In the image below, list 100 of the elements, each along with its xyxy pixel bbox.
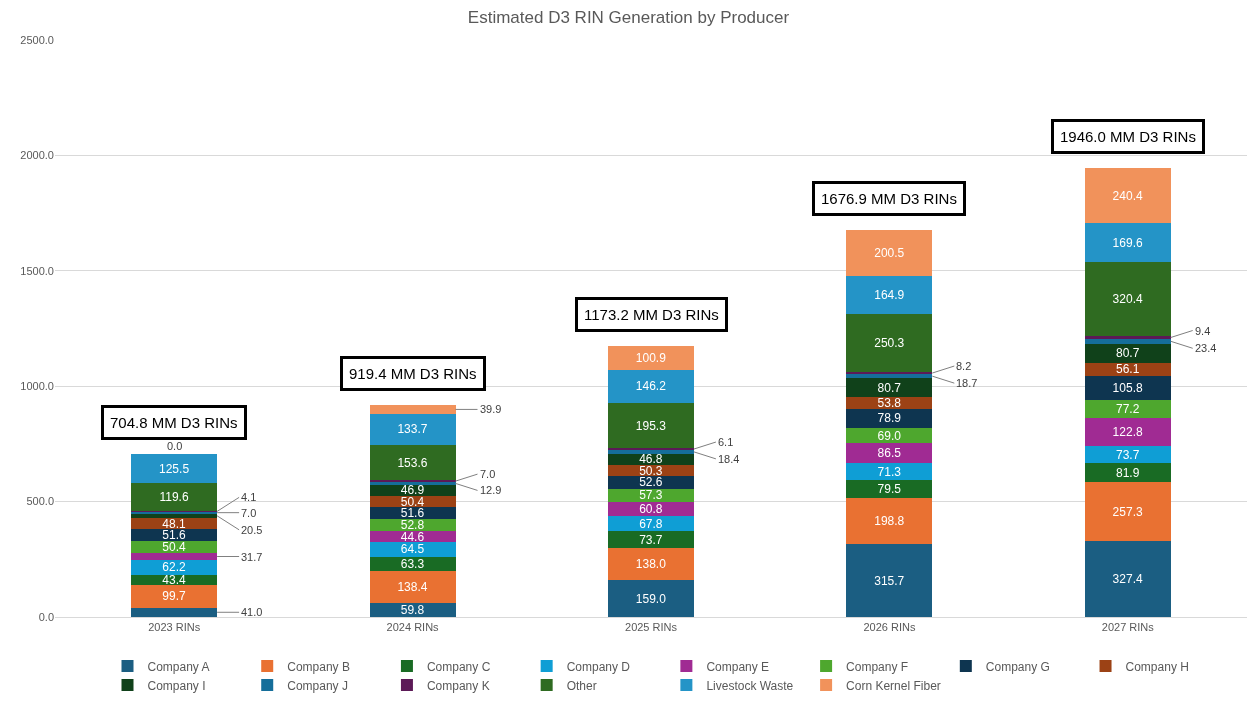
- bar: [131, 560, 218, 575]
- bar: [846, 229, 933, 277]
- data-label: 56.1: [1115, 362, 1140, 377]
- legend-label: Company D: [566, 659, 631, 674]
- bar: [608, 580, 694, 617]
- bar: [846, 276, 933, 315]
- bar: [131, 483, 218, 511]
- y-tick-label: 2500.0: [20, 33, 54, 46]
- data-label: 51.6: [162, 528, 187, 543]
- chart-title: Estimated D3 RIN Generation by Producer: [467, 7, 790, 27]
- legend-label: Corn Kernel Fiber: [846, 678, 941, 693]
- bar: [846, 409, 933, 428]
- bar: [131, 552, 218, 561]
- data-label: 4.1: [241, 491, 257, 503]
- data-label: 79.5: [877, 482, 902, 497]
- legend-label: Company E: [706, 659, 770, 674]
- x-tick-label: 2024 RINs: [386, 621, 440, 634]
- bar: [846, 378, 933, 397]
- total-label: 1946.0 MM D3 RINs: [1060, 128, 1196, 145]
- total-label: 1173.2 MM D3 RINs: [584, 306, 719, 323]
- legend-label: Company I: [147, 678, 206, 693]
- bar: [1084, 167, 1171, 224]
- data-label: 8.2: [956, 360, 972, 372]
- legend-label: Company C: [426, 659, 491, 674]
- bar: [1084, 338, 1171, 344]
- bar: [1084, 482, 1171, 542]
- legend-label: Company K: [426, 678, 490, 693]
- bar: [131, 454, 218, 484]
- bar: [1084, 399, 1171, 418]
- data-label: 64.5: [400, 542, 425, 557]
- bar: [608, 403, 694, 449]
- x-tick-label: 2026 RINs: [863, 621, 916, 634]
- total-label: 704.8 MM D3 RINs: [110, 414, 238, 431]
- bar: [369, 571, 456, 604]
- bar: [369, 444, 456, 481]
- bar: [608, 449, 694, 454]
- data-label: 138.0: [635, 557, 667, 572]
- total-label: 1676.9 MM D3 RINs: [821, 190, 957, 207]
- data-label: 51.6: [400, 506, 425, 521]
- data-label: 73.7: [639, 532, 663, 547]
- bar: [1084, 375, 1171, 400]
- bar: [846, 479, 933, 499]
- data-label: 195.3: [635, 418, 667, 433]
- bar: [608, 369, 694, 404]
- bar: [846, 498, 933, 545]
- bar: [846, 314, 933, 373]
- data-label: 31.7: [241, 551, 263, 563]
- total-label: 919.4 MM D3 RINs: [349, 365, 477, 382]
- data-label: 200.5: [874, 246, 905, 261]
- data-label: 18.7: [956, 377, 978, 389]
- data-label: 315.7: [874, 573, 905, 588]
- data-label: 78.9: [877, 411, 902, 426]
- data-label: 23.4: [1195, 342, 1217, 354]
- x-tick-label: 2027 RINs: [1101, 621, 1155, 634]
- data-label: 6.1: [718, 436, 734, 448]
- data-label: 133.7: [397, 422, 428, 437]
- data-label: 146.2: [635, 379, 667, 394]
- bar: [369, 531, 456, 542]
- data-label: 43.4: [162, 572, 187, 587]
- data-label: 71.3: [877, 464, 902, 479]
- bar: [846, 443, 933, 464]
- data-label: 48.1: [162, 516, 187, 531]
- data-label: 250.3: [874, 336, 905, 351]
- data-label: 18.4: [718, 453, 740, 465]
- y-tick-label: 1500.0: [20, 264, 54, 277]
- bar: [369, 541, 456, 557]
- data-label: 320.4: [1112, 292, 1143, 307]
- bar: [1084, 223, 1171, 263]
- data-label: 257.3: [1112, 504, 1143, 519]
- bar: [846, 463, 933, 480]
- bar: [1084, 463, 1171, 483]
- bar: [608, 346, 694, 370]
- bar: [369, 414, 456, 445]
- bar: [846, 544, 933, 617]
- legend-label: Company B: [287, 659, 350, 674]
- data-label: 59.8: [400, 603, 425, 618]
- data-label: 119.6: [159, 490, 189, 505]
- bar: [608, 531, 694, 549]
- bar: [1084, 446, 1171, 464]
- data-label: 39.9: [480, 403, 502, 415]
- bar: [846, 373, 933, 379]
- bar: [131, 541, 218, 553]
- data-label: 159.0: [635, 591, 667, 606]
- data-label: 86.5: [877, 446, 902, 461]
- data-label: 138.4: [397, 580, 428, 595]
- data-label: 153.6: [397, 455, 428, 470]
- x-tick-label: 2023 RINs: [148, 621, 201, 634]
- data-label: 80.7: [1115, 346, 1140, 361]
- data-label: 53.8: [877, 396, 902, 411]
- data-label: 164.9: [874, 288, 905, 303]
- data-label: 99.7: [162, 589, 187, 604]
- bar: [131, 607, 218, 617]
- y-tick-label: 0.0: [38, 610, 54, 623]
- legend-label: Company A: [147, 659, 210, 674]
- legend-label: Livestock Waste: [706, 678, 794, 693]
- bar: [1084, 417, 1171, 447]
- bar: [131, 584, 218, 608]
- bar: [131, 529, 218, 542]
- bar: [1084, 541, 1171, 617]
- bar: [1084, 362, 1171, 376]
